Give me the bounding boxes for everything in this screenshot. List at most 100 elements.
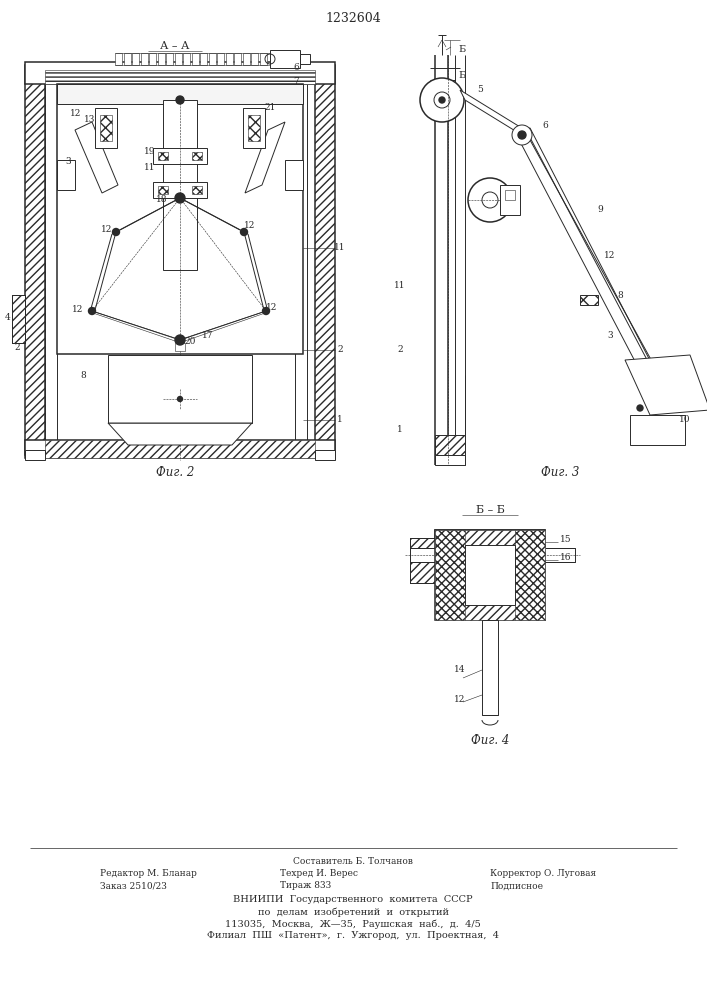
Text: 21: 21 bbox=[264, 104, 276, 112]
Text: 6: 6 bbox=[542, 120, 548, 129]
Bar bbox=[505, 190, 515, 200]
Circle shape bbox=[177, 396, 182, 401]
Bar bbox=[95, 108, 117, 148]
Bar bbox=[410, 538, 435, 583]
Bar bbox=[435, 530, 545, 555]
Bar bbox=[226, 53, 233, 65]
Bar bbox=[200, 53, 207, 65]
Text: 12: 12 bbox=[454, 696, 465, 704]
Bar bbox=[192, 152, 202, 160]
Bar bbox=[166, 53, 173, 65]
Circle shape bbox=[176, 96, 184, 104]
Text: 1: 1 bbox=[337, 416, 343, 424]
Bar bbox=[163, 100, 197, 270]
Bar bbox=[192, 53, 199, 65]
Polygon shape bbox=[515, 128, 660, 390]
Bar bbox=[234, 53, 241, 65]
Text: 4: 4 bbox=[5, 314, 11, 322]
Bar bbox=[482, 620, 498, 715]
Bar bbox=[12, 295, 25, 343]
Text: 2: 2 bbox=[337, 346, 343, 355]
Bar bbox=[25, 65, 45, 455]
Text: 11: 11 bbox=[144, 163, 156, 172]
Circle shape bbox=[482, 192, 498, 208]
Bar bbox=[209, 53, 216, 65]
Text: Б – Б: Б – Б bbox=[476, 505, 504, 515]
Bar bbox=[25, 62, 335, 84]
Text: ВНИИПИ  Государственного  комитета  СССР: ВНИИПИ Государственного комитета СССР bbox=[233, 896, 473, 904]
Polygon shape bbox=[630, 415, 685, 445]
Text: 113035,  Москва,  Ж—35,  Раушская  наб.,  д.  4/5: 113035, Москва, Ж—35, Раушская наб., д. … bbox=[225, 919, 481, 929]
Polygon shape bbox=[75, 122, 118, 193]
Text: Заказ 2510/23: Заказ 2510/23 bbox=[100, 882, 167, 890]
Bar bbox=[435, 595, 545, 620]
Text: 12: 12 bbox=[245, 221, 256, 230]
Bar bbox=[295, 65, 307, 455]
Text: 7: 7 bbox=[293, 78, 299, 87]
Bar bbox=[243, 53, 250, 65]
Circle shape bbox=[112, 229, 119, 235]
Text: Техред И. Верес: Техред И. Верес bbox=[280, 869, 358, 879]
Text: 2: 2 bbox=[14, 344, 20, 353]
Text: 14: 14 bbox=[453, 666, 465, 674]
Bar bbox=[175, 53, 182, 65]
Bar bbox=[435, 530, 545, 555]
Bar bbox=[192, 186, 202, 194]
Bar bbox=[158, 186, 168, 194]
Circle shape bbox=[434, 92, 450, 108]
Text: 2: 2 bbox=[397, 346, 403, 355]
Bar bbox=[435, 530, 545, 620]
Circle shape bbox=[262, 308, 269, 314]
Bar bbox=[315, 450, 335, 460]
Text: 11: 11 bbox=[395, 280, 406, 290]
Text: Фиг. 4: Фиг. 4 bbox=[471, 734, 509, 746]
Text: 12: 12 bbox=[72, 306, 83, 314]
Text: 13: 13 bbox=[84, 115, 95, 124]
Text: Составитель Б. Толчанов: Составитель Б. Толчанов bbox=[293, 856, 413, 865]
Text: Подписное: Подписное bbox=[490, 882, 543, 890]
Bar bbox=[500, 185, 520, 215]
Circle shape bbox=[439, 97, 445, 103]
Text: 3: 3 bbox=[607, 330, 613, 340]
Polygon shape bbox=[245, 122, 285, 193]
Bar bbox=[57, 160, 75, 190]
Bar bbox=[270, 50, 300, 68]
Bar bbox=[515, 530, 545, 620]
Text: 1232604: 1232604 bbox=[325, 11, 381, 24]
Text: 9: 9 bbox=[597, 206, 603, 215]
Bar bbox=[259, 53, 267, 65]
Bar bbox=[158, 53, 165, 65]
Bar bbox=[315, 65, 335, 455]
Text: Филиал  ПШ  «Патент»,  г.  Ужгород,  ул.  Проектная,  4: Филиал ПШ «Патент», г. Ужгород, ул. Прое… bbox=[207, 932, 499, 940]
Polygon shape bbox=[625, 355, 707, 415]
Bar bbox=[153, 182, 207, 198]
Text: Корректор О. Луговая: Корректор О. Луговая bbox=[490, 869, 596, 879]
Bar bbox=[410, 548, 575, 562]
Text: Фиг. 2: Фиг. 2 bbox=[156, 466, 194, 480]
Bar bbox=[435, 455, 465, 465]
Bar bbox=[435, 530, 465, 620]
Bar bbox=[217, 53, 224, 65]
Text: 20: 20 bbox=[185, 338, 196, 347]
Text: 3: 3 bbox=[65, 157, 71, 166]
Text: 12: 12 bbox=[101, 226, 112, 234]
Text: по  делам  изобретений  и  открытий: по делам изобретений и открытий bbox=[257, 907, 448, 917]
Bar bbox=[435, 530, 545, 555]
Bar bbox=[57, 84, 303, 104]
Bar bbox=[141, 53, 148, 65]
Text: 12: 12 bbox=[604, 250, 616, 259]
Circle shape bbox=[512, 125, 532, 145]
Bar bbox=[465, 545, 515, 605]
Bar bbox=[108, 355, 252, 423]
Bar bbox=[25, 450, 45, 460]
Bar bbox=[243, 108, 265, 148]
Text: 8: 8 bbox=[80, 370, 86, 379]
Text: Фиг. 3: Фиг. 3 bbox=[541, 466, 579, 480]
Bar bbox=[132, 53, 139, 65]
Bar bbox=[435, 435, 465, 455]
Text: Б: Б bbox=[458, 45, 466, 54]
Bar bbox=[251, 53, 258, 65]
Text: 19: 19 bbox=[144, 147, 156, 156]
Text: 17: 17 bbox=[202, 332, 214, 340]
Text: 12: 12 bbox=[70, 108, 82, 117]
